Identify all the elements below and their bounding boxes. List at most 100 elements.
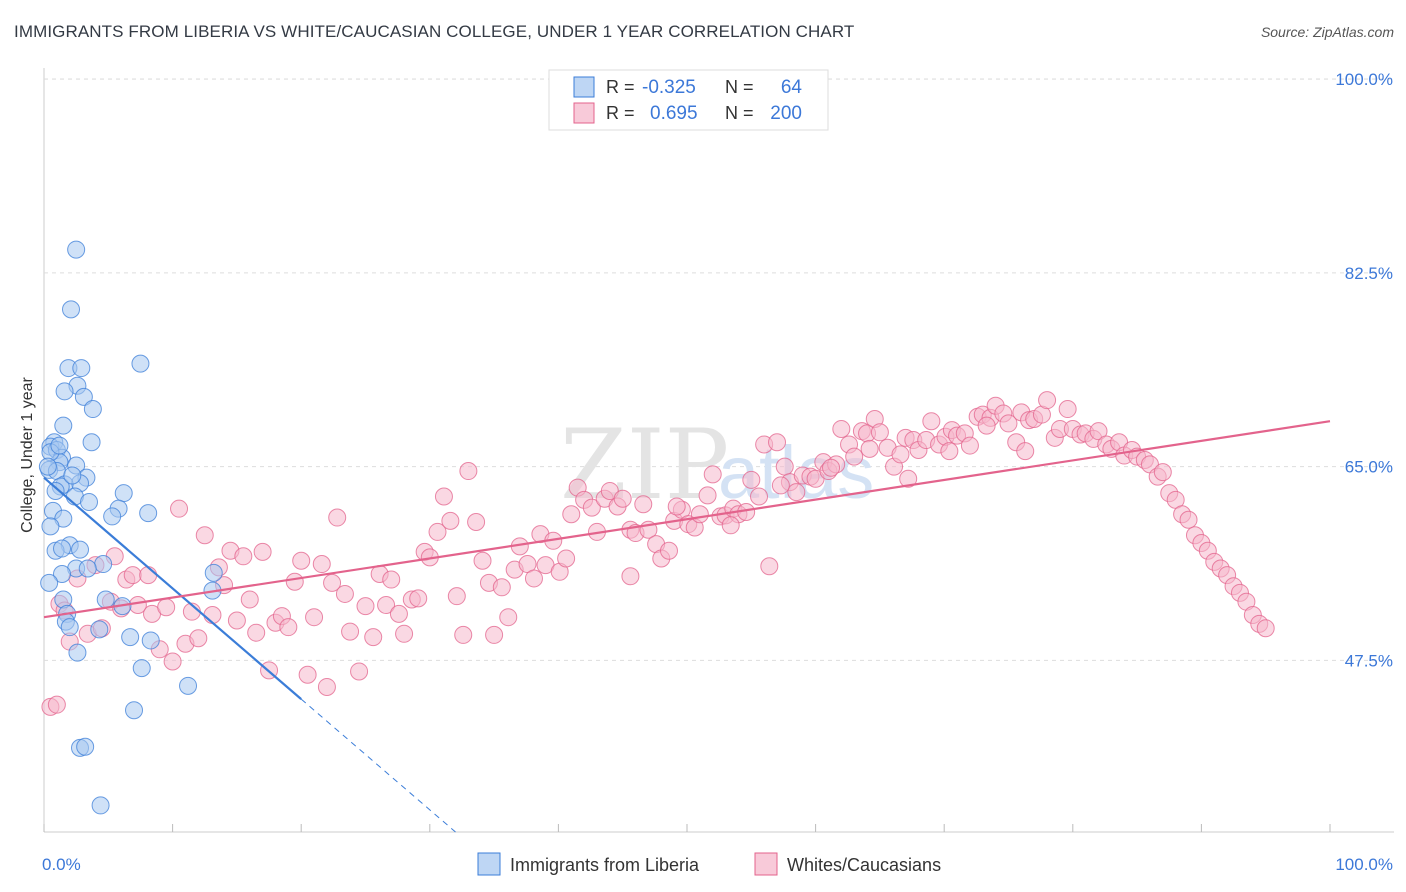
gridlines (44, 78, 1394, 661)
data-point (189, 629, 208, 648)
data-point (454, 625, 473, 644)
legend-r-value-2: 0.695 (650, 103, 698, 124)
trend-line (43, 476, 302, 700)
series-immigrants-from-liberia (38, 240, 223, 815)
legend-n-value-1: 64 (781, 77, 803, 98)
data-point (68, 643, 87, 662)
data-point (74, 387, 93, 406)
data-point (312, 555, 331, 574)
series-legend: Immigrants from Liberia Whites/Caucasian… (477, 852, 941, 876)
data-point (96, 590, 115, 609)
legend-n-label-1: N = (725, 77, 754, 97)
data-point (80, 493, 99, 512)
data-point (690, 505, 709, 524)
data-point (499, 608, 518, 627)
data-point (90, 620, 109, 639)
data-point (317, 677, 336, 696)
y-tick-label: 82.5% (1345, 264, 1393, 283)
data-point (557, 549, 576, 568)
data-point (141, 631, 160, 650)
data-point (298, 665, 317, 684)
data-point (41, 517, 60, 536)
data-point (960, 436, 979, 455)
data-point (131, 354, 150, 373)
legend-swatch-blue (573, 76, 595, 98)
data-point (441, 511, 460, 530)
x-tick-label: 100.0% (1335, 855, 1393, 874)
data-point (71, 540, 90, 559)
x-ticks (43, 824, 1331, 832)
data-point (139, 504, 158, 523)
data-point (1256, 619, 1275, 638)
data-point (179, 676, 198, 695)
data-point (285, 572, 304, 591)
data-point (409, 589, 428, 608)
data-point (82, 433, 101, 452)
series-legend-swatch-pink (754, 852, 778, 876)
data-point (899, 469, 918, 488)
data-point (67, 240, 86, 259)
data-point (72, 359, 91, 378)
data-point (459, 462, 478, 481)
data-point (234, 547, 253, 566)
data-point (822, 458, 841, 477)
data-point (247, 623, 266, 642)
data-point (524, 569, 543, 588)
data-point (377, 596, 396, 615)
data-point (1016, 442, 1035, 461)
data-point (103, 507, 122, 526)
data-point (382, 570, 401, 589)
data-point (203, 605, 222, 624)
data-point (1058, 400, 1077, 419)
data-point (38, 457, 57, 476)
data-point (78, 559, 97, 578)
x-tick-label: 0.0% (42, 855, 81, 874)
data-point (50, 436, 69, 455)
data-point (157, 598, 176, 617)
data-point (292, 551, 311, 570)
x-tick-labels: 0.0% 100.0% (42, 855, 1393, 874)
data-point (860, 439, 879, 458)
data-point (123, 566, 142, 585)
data-point (485, 625, 504, 644)
source-label: Source: ZipAtlas.com (1260, 24, 1394, 40)
data-point (240, 590, 259, 609)
series-whites-caucasians (41, 391, 1275, 716)
series-legend-swatch-blue (477, 852, 501, 876)
data-point (832, 419, 851, 438)
data-point (328, 508, 347, 527)
data-point (492, 578, 511, 597)
data-point (335, 584, 354, 603)
legend-r-value-1: -0.325 (642, 77, 696, 98)
data-point (83, 400, 102, 419)
data-point (1038, 391, 1057, 410)
data-point (634, 495, 653, 514)
data-point (447, 587, 466, 606)
data-point (428, 522, 447, 541)
data-point (114, 484, 133, 503)
data-point (473, 551, 492, 570)
data-point (364, 628, 383, 647)
data-point (742, 470, 761, 489)
data-point (227, 611, 246, 630)
data-point (891, 445, 910, 464)
data-point (845, 447, 864, 466)
chart-title: IMMIGRANTS FROM LIBERIA VS WHITE/CAUCASI… (14, 22, 855, 41)
data-point (53, 539, 72, 558)
y-tick-labels: 100.0% 82.5% 65.0% 47.5% (1335, 70, 1393, 670)
y-tick-label: 100.0% (1335, 70, 1393, 89)
data-point (139, 566, 158, 585)
data-point (1153, 463, 1172, 482)
data-point (621, 567, 640, 586)
data-point (40, 573, 59, 592)
series-legend-label-blue: Immigrants from Liberia (510, 855, 700, 875)
data-point (771, 476, 790, 495)
data-point (204, 563, 223, 582)
trend-lines (43, 420, 1331, 833)
data-point (121, 628, 140, 647)
data-point (47, 695, 66, 714)
data-point (768, 433, 787, 452)
data-point (195, 526, 214, 545)
y-axis-label: College, Under 1 year (19, 377, 36, 533)
